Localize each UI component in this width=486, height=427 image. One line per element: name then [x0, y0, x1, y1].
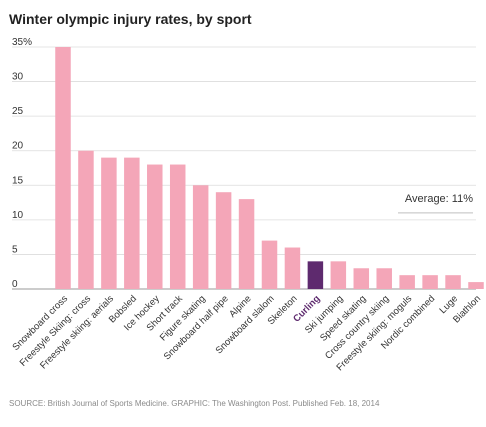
y-tick-label: 25 [12, 106, 24, 117]
y-tick-label: 15 [12, 175, 24, 186]
y-tick-label: 20 [12, 141, 24, 152]
bar-snowboard-half-pipe [215, 192, 232, 289]
y-tick-label: 5 [12, 244, 18, 255]
bar-cross-country-skiing [376, 268, 392, 289]
bar-alpine [238, 199, 255, 289]
y-axis-ticks: 35% 30 25 20 15 10 5 0 [12, 37, 32, 290]
bar-freestyle-skiing-aerials [101, 157, 117, 289]
bar-ski-jumping [330, 261, 347, 289]
average-label: Average: 11% [405, 193, 473, 205]
bar-snowboard-cross [55, 47, 71, 289]
bar-snowboard-slalom [261, 240, 278, 289]
bar-nordic-combined [422, 275, 438, 289]
source-note: SOURCE: British Journal of Sports Medici… [9, 399, 380, 408]
bar-ice-hockey [147, 164, 163, 289]
bar-biathlon [468, 282, 484, 289]
chart-title: Winter olympic injury rates, by sport [9, 11, 252, 27]
bar-figure-skating [192, 185, 209, 289]
bar-short-track [169, 164, 186, 289]
bar-bobsled [124, 157, 140, 289]
bar-speed-skating [353, 268, 370, 289]
bar-freestyle-skiing-moguls [399, 275, 415, 289]
bar-skeleton [284, 247, 301, 289]
bar-luge [445, 275, 461, 289]
y-tick-label: 10 [12, 210, 24, 221]
y-tick-label: 30 [12, 72, 24, 83]
y-tick-label: 35% [12, 37, 32, 48]
average-annotation: Average: 11% [398, 193, 473, 214]
bar-freestyle-skiing-cross [78, 150, 94, 289]
y-tick-label: 0 [12, 279, 18, 290]
bar-curling [307, 261, 324, 289]
bars [55, 47, 484, 289]
